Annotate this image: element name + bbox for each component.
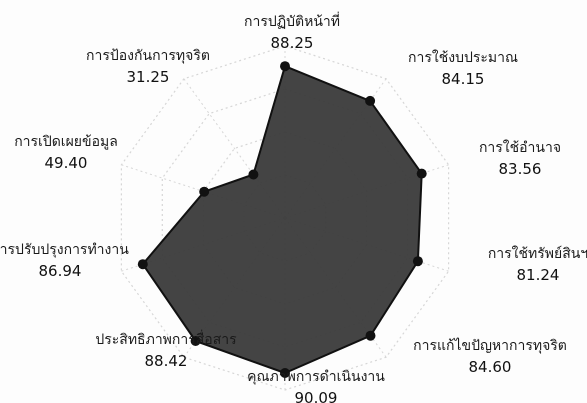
data-point-7	[190, 336, 201, 346]
axis-label-group-9: การเปิดเผยข้อมูล 49.40	[14, 134, 118, 172]
axis-label-3: การใช้อำนาจ	[479, 139, 561, 156]
data-point-10	[248, 169, 259, 180]
axis-label-10: การป้องกันการทุจริต	[86, 48, 210, 64]
axis-label-2: การใช้งบประมาณ	[408, 49, 518, 66]
axis-label-5: การแก้ไขปัญหาการทุจริต	[413, 337, 567, 354]
axis-label-group-5: การแก้ไขปัญหาการทุจริต 84.60	[413, 337, 567, 376]
series-polygon	[141, 65, 423, 374]
data-point-8	[137, 259, 148, 270]
axis-label-group-4: การใช้ทรัพย์สินฯ 81.24	[488, 245, 587, 284]
axis-label-group-6: คุณภาพการดำเนินงาน 90.09	[247, 369, 385, 403]
data-point-3	[416, 168, 427, 179]
radar-data-layer	[137, 61, 427, 378]
grid-spoke-10	[183, 78, 286, 219]
data-point-4	[412, 256, 423, 267]
value-label-10: 31.25	[127, 68, 170, 86]
axis-label-7: ประสิทธิภาพการสื่อสาร	[95, 330, 237, 348]
value-label-6: 90.09	[295, 389, 338, 403]
value-label-1: 88.25	[271, 34, 314, 52]
data-point-2	[365, 95, 376, 106]
axis-label-1: การปฏิบัติหน้าที่	[244, 12, 340, 30]
axis-label-group-1: การปฏิบัติหน้าที่ 88.25	[244, 12, 340, 52]
axis-label-8: การปรับปรุงการทำงาน	[0, 242, 129, 258]
axis-label-group-7: ประสิทธิภาพการสื่อสาร 88.42	[95, 330, 237, 370]
value-label-8: 86.94	[39, 262, 82, 280]
axis-label-group-10: การป้องกันการทุจริต 31.25	[86, 48, 210, 86]
axis-label-4: การใช้ทรัพย์สินฯ	[488, 245, 587, 262]
radar-labels: การปฏิบัติหน้าที่ 88.25 การใช้งบประมาณ 84.1…	[0, 12, 587, 403]
value-label-2: 84.15	[442, 70, 485, 88]
data-point-1	[280, 61, 290, 72]
data-point-6	[280, 368, 290, 378]
data-point-9	[199, 186, 210, 197]
value-label-4: 81.24	[517, 266, 560, 284]
axis-label-group-2: การใช้งบประมาณ 84.15	[408, 49, 518, 88]
value-label-7: 88.42	[145, 352, 188, 370]
axis-label-9: การเปิดเผยข้อมูล	[14, 134, 118, 150]
value-label-3: 83.56	[499, 160, 542, 178]
axis-label-group-3: การใช้อำนาจ 83.56	[479, 139, 561, 178]
axis-label-group-8: การปรับปรุงการทำงาน 86.94	[0, 242, 129, 280]
data-point-5	[365, 330, 376, 341]
axis-label-6: คุณภาพการดำเนินงาน	[247, 369, 385, 385]
value-label-9: 49.40	[45, 154, 88, 172]
value-label-5: 84.60	[469, 358, 512, 376]
